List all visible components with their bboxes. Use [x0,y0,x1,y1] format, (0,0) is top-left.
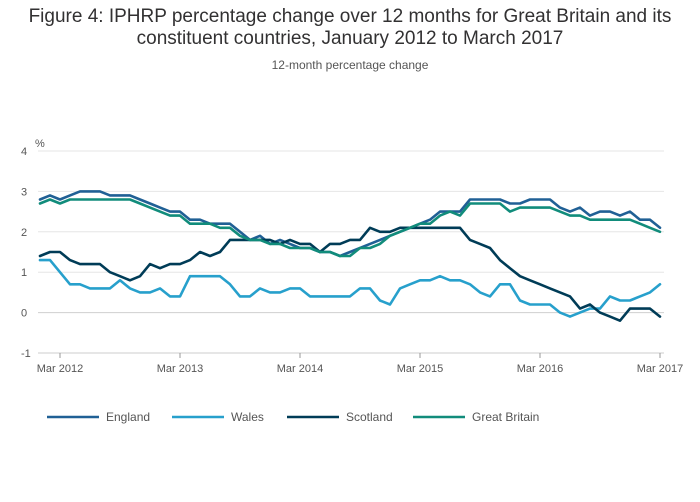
x-tick-label: Mar 2017 [637,363,683,375]
legend-label: Scotland [346,410,393,424]
x-tick-label: Mar 2014 [277,363,323,375]
y-tick-label: 2 [21,227,27,239]
x-tick-label: Mar 2013 [157,363,203,375]
x-tick-label: Mar 2015 [397,363,443,375]
chart-title: Figure 4: IPHRP percentage change over 1… [28,6,672,49]
x-axis: Mar 2012 Mar 2013 Mar 2014 Mar 2015 Mar 2016… [37,352,683,375]
y-tick-label: -1 [21,348,31,360]
y-tick-label: 3 [21,186,27,198]
y-tick-label: 0 [21,308,27,320]
y-axis-label: % [35,138,45,150]
legend-label: England [106,410,150,424]
legend-label: Wales [231,410,264,424]
legend: England Wales Scotland Great Britain [47,410,539,424]
series-line-england[interactable] [38,190,662,258]
chart-subtitle: 12-month percentage change [271,58,429,72]
series-line-wales[interactable] [38,258,662,318]
x-tick-label: Mar 2012 [37,363,83,375]
y-tick-label: 1 [21,267,27,279]
y-axis: 4 3 2 1 0 -1 [21,146,31,360]
legend-label: Great Britain [472,410,539,424]
y-tick-label: 4 [21,146,27,158]
series-line-scotland[interactable] [38,226,662,323]
series-lines [38,190,662,323]
x-tick-label: Mar 2016 [517,363,563,375]
series-line-great-britain[interactable] [38,198,662,258]
